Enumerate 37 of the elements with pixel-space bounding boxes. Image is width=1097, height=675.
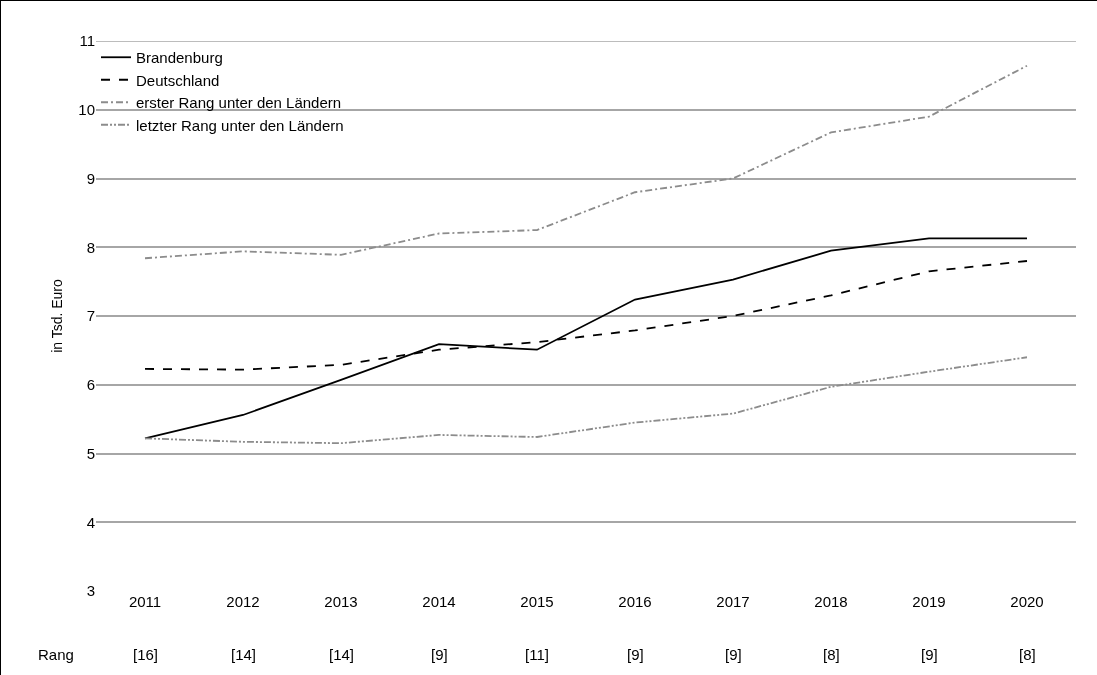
legend-label: Brandenburg	[136, 49, 223, 67]
y-tick-label: 5	[86, 444, 95, 462]
text: [16]	[133, 646, 159, 663]
text: [8]	[1019, 646, 1036, 663]
x-tick-label: 2019	[912, 593, 946, 610]
x-tick-label: 2016	[618, 593, 652, 610]
y-tick-label: 4	[86, 513, 95, 531]
text: [8]	[823, 646, 840, 663]
y-tick-label: 7	[86, 307, 95, 325]
text: [9]	[921, 646, 938, 663]
x-tick-label: 2018	[814, 593, 848, 610]
y-tick-label: 11	[79, 32, 95, 50]
x-tick-label: 2013	[324, 593, 358, 610]
legend-label: Deutschland	[136, 71, 220, 89]
legend-label: erster Rang unter den Ländern	[136, 94, 342, 112]
text: Rang	[38, 646, 74, 663]
y-tick-label: 3	[86, 582, 95, 600]
x-tick-label: 2020	[1010, 593, 1044, 610]
text: [9]	[627, 646, 644, 663]
x-tick-label: 2014	[422, 593, 456, 610]
line-series	[144, 356, 1028, 445]
y-tick-label: 8	[86, 238, 95, 256]
text: [11]	[525, 646, 549, 663]
y-tick-label: 10	[78, 101, 95, 118]
text: [14]	[329, 646, 355, 663]
text: [14]	[231, 646, 257, 663]
line-series	[144, 237, 1028, 440]
x-tick-label: 2017	[716, 593, 750, 610]
legend-label: letzter Rang unter den Ländern	[136, 116, 344, 134]
text: [9]	[725, 646, 742, 663]
x-tick-label: 2015	[520, 593, 554, 610]
x-tick-label: 2011	[128, 593, 162, 610]
y-tick-label: 9	[86, 169, 95, 187]
x-tick-label: 2012	[226, 593, 260, 610]
text: [9]	[431, 646, 448, 663]
y-tick-label: 6	[86, 376, 95, 393]
y-axis-title: in Tsd. Euro	[48, 278, 65, 353]
